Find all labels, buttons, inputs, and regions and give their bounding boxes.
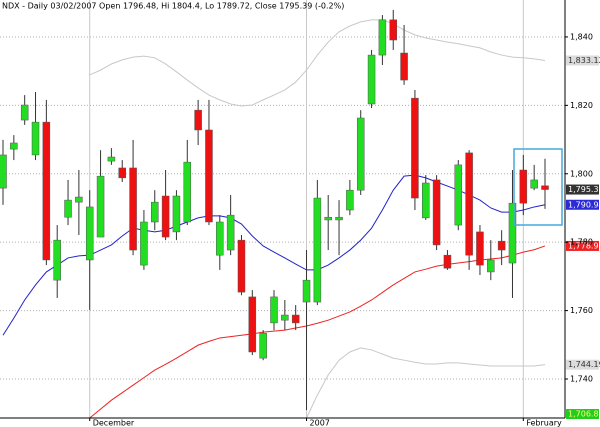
y-tick-label: 1,840 xyxy=(570,32,593,41)
candle-body xyxy=(161,195,170,238)
price-tag xyxy=(566,55,599,66)
candle-body xyxy=(194,109,202,131)
candle-body xyxy=(400,52,408,81)
x-tick-label: 2007 xyxy=(310,419,330,427)
price-tag-label: 1,744.19 xyxy=(568,360,600,369)
candle-body xyxy=(75,196,83,203)
candle-body xyxy=(313,197,322,303)
candle-body xyxy=(64,199,72,218)
candle-body xyxy=(31,121,40,156)
highlight-box xyxy=(513,148,563,226)
candle-body xyxy=(476,231,484,266)
candle-body xyxy=(259,332,267,359)
candle-body xyxy=(519,169,528,204)
candle-body xyxy=(367,54,376,105)
candle-body xyxy=(422,182,430,219)
candle-layer xyxy=(0,9,549,411)
candle-body xyxy=(10,142,18,150)
candle-body xyxy=(205,129,213,223)
candle-body xyxy=(118,167,126,179)
candle-body xyxy=(140,221,148,266)
candle-body xyxy=(508,202,517,264)
candle-body xyxy=(0,154,7,189)
candle-body xyxy=(183,161,192,223)
candle-body xyxy=(378,19,387,56)
candle-body xyxy=(129,167,137,251)
y-tick-label: 1,740 xyxy=(570,375,593,384)
tag-layer: 1,833.12 1,795.39 1,790.94 1,778.9 1,744.19 1… xyxy=(566,55,600,419)
candle-body xyxy=(346,189,354,211)
candle-body xyxy=(302,279,311,303)
chart-title: NDX - Daily 03/02/2007 Open 1796.48, Hi … xyxy=(2,2,344,11)
candle-body xyxy=(53,239,61,281)
candle-body xyxy=(151,201,159,223)
y-tick-label: 1,780 xyxy=(570,238,593,247)
candle-body xyxy=(270,296,278,324)
candle-body xyxy=(530,179,538,189)
price-tag xyxy=(566,240,599,251)
candle-body xyxy=(248,296,257,353)
candle-body xyxy=(487,259,495,273)
candle-body xyxy=(96,175,105,238)
candle-body xyxy=(389,19,397,41)
candle-body xyxy=(20,104,29,121)
candle-body xyxy=(454,164,463,226)
candle-body xyxy=(237,239,246,293)
candle-body xyxy=(85,206,94,261)
candle-body xyxy=(443,254,452,269)
candle-body xyxy=(107,156,116,162)
price-tag-label: 1,795.39 xyxy=(568,185,600,194)
candle-body xyxy=(216,221,224,256)
price-tag-label: 1,778.9 xyxy=(568,241,599,250)
y-tick-label: 1,760 xyxy=(570,306,593,315)
candle-body xyxy=(324,216,332,221)
price-tag xyxy=(566,184,599,195)
candle-body xyxy=(497,240,506,251)
candle-body xyxy=(291,314,300,324)
candle-body xyxy=(335,216,343,221)
candle-body xyxy=(172,195,181,233)
x-tick-label: December xyxy=(93,419,135,427)
candle-body xyxy=(411,97,419,199)
candle-body xyxy=(281,314,289,321)
overlay-line xyxy=(306,347,546,419)
candle-body xyxy=(541,185,549,190)
x-tick-label: February xyxy=(526,419,562,427)
overlay-line xyxy=(89,19,546,107)
price-tag xyxy=(566,199,599,210)
price-tag-label: 1,833.12 xyxy=(568,56,600,65)
y-tick-label: 1,800 xyxy=(570,169,593,178)
candle-body xyxy=(226,214,235,251)
candle-body xyxy=(432,179,441,246)
price-tag xyxy=(566,409,599,419)
candle-body xyxy=(356,117,365,191)
y-tick-label: 1,820 xyxy=(570,101,593,110)
price-tag-label: 1,706.8 xyxy=(568,410,599,419)
candle-body xyxy=(465,152,473,256)
candle-body xyxy=(42,121,51,261)
price-tag xyxy=(566,359,599,370)
price-tag-label: 1,790.94 xyxy=(568,200,600,209)
